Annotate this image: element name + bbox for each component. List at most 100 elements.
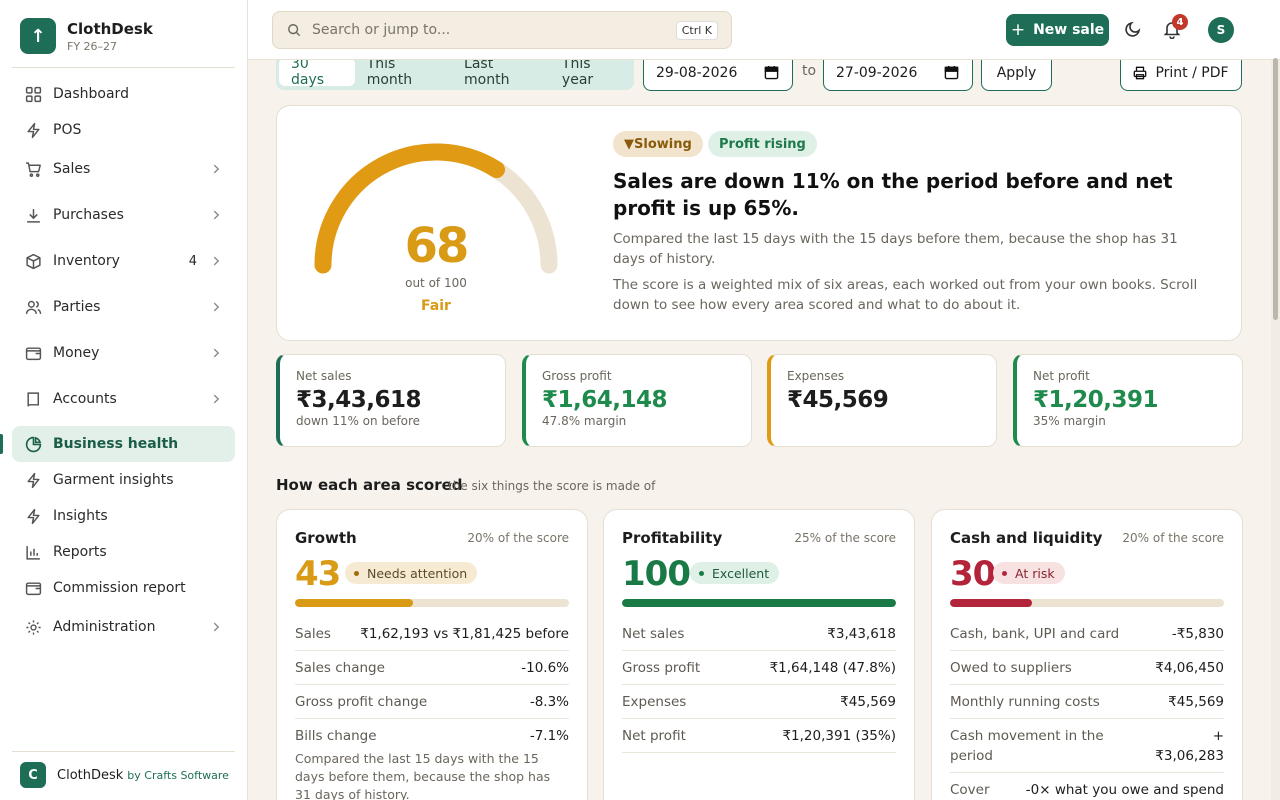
chevron-right-icon (213, 302, 220, 312)
area-score-bar-fill (295, 599, 413, 607)
sidebar-item-accounts[interactable]: Accounts (12, 381, 235, 417)
footer-logo: C (20, 762, 46, 788)
wallet-icon (25, 346, 42, 360)
sidebar-item-garment-insights[interactable]: Garment insights (12, 462, 235, 498)
metric-label: Gross profit change (295, 694, 428, 710)
kpi-value: ₹3,43,618 (296, 387, 422, 413)
range-option-last-month[interactable]: Last month (464, 60, 510, 88)
sidebar-item-label: POS (53, 122, 82, 138)
kpi-label: Gross profit (542, 369, 612, 383)
metric-row: Cash movement in the period +₹3,06,283 (950, 719, 1224, 773)
metric-label: Cover (950, 782, 990, 798)
sidebar-item-commission-report[interactable]: Commission report (12, 570, 235, 606)
chevron-right-icon (213, 348, 220, 358)
sidebar-item-label: Insights (53, 508, 108, 524)
metric-row: Net sales ₹3,43,618 (622, 617, 896, 651)
range-option-this-year[interactable]: This year (561, 60, 594, 88)
metric-row: Owed to suppliers ₹4,06,450 (950, 651, 1224, 685)
theme-toggle-moon-icon[interactable] (1123, 19, 1143, 39)
sidebar-item-money[interactable]: Money (12, 335, 235, 371)
new-sale-button[interactable]: + New sale (1006, 14, 1109, 46)
section-subtitle: the six things the score is made of (448, 479, 656, 493)
scrollbar-thumb[interactable] (1273, 58, 1278, 320)
chevron-right-icon (213, 394, 220, 404)
area-weight: 20% of the score (467, 531, 569, 545)
range-option-this-month[interactable]: This month (366, 60, 413, 88)
footer-brand: C ClothDesk by Crafts Software (20, 762, 229, 788)
sidebar-item-parties[interactable]: Parties (12, 289, 235, 325)
to-date-field[interactable]: 27-09-2026 (823, 60, 973, 91)
lightning-icon (27, 472, 40, 488)
sidebar-item-label: Dashboard (53, 86, 129, 102)
calendar-icon[interactable] (944, 65, 959, 80)
range-option-30-days[interactable]: 30 days (279, 60, 355, 88)
divider (12, 751, 235, 752)
metric-label: Sales change (295, 660, 385, 676)
search-shortcut: Ctrl K (675, 21, 718, 40)
kpi-value: ₹1,20,391 (1033, 387, 1159, 413)
status-dot (699, 570, 704, 576)
date-range-segmented-control: 30 days This month Last month This year (276, 60, 634, 90)
plus-icon: + (1010, 20, 1026, 40)
area-metrics: Net sales ₹3,43,618 Gross profit ₹1,64,148… (622, 617, 896, 753)
status-label: Needs attention (367, 565, 468, 581)
avatar[interactable]: S (1208, 17, 1234, 43)
score-explanation: The score is a weighted mix of six areas… (613, 277, 1198, 313)
kpi-subtext: 35% margin (1033, 414, 1106, 428)
calendar-icon[interactable] (764, 65, 779, 80)
metric-row: Gross profit ₹1,64,148 (47.8%) (622, 651, 896, 685)
apply-button[interactable]: Apply (981, 60, 1052, 91)
score-grade: Fair (421, 298, 451, 314)
wallet-icon (25, 581, 42, 595)
kpi-subtext: down 11% on before (296, 414, 421, 428)
metric-value: ₹45,569 (1168, 694, 1224, 710)
sidebar-item-pos[interactable]: POS (12, 112, 235, 148)
metric-value: ₹1,62,193 vs ₹1,81,425 before (360, 626, 569, 642)
bar-chart-icon (26, 545, 40, 560)
brand[interactable]: ↑ ClothDesk FY 26–27 (20, 18, 153, 54)
metric-label: Gross profit (622, 660, 701, 676)
sidebar-item-inventory[interactable]: Inventory 4 (12, 243, 235, 279)
sidebar-item-label: Sales (53, 161, 91, 177)
users-icon (25, 300, 42, 314)
from-date-field[interactable]: 29-08-2026 (643, 60, 793, 91)
sidebar-item-dashboard[interactable]: Dashboard (12, 76, 235, 112)
sidebar-item-label: Accounts (53, 391, 117, 407)
sidebar-item-label: Money (53, 345, 100, 361)
sidebar-item-sales[interactable]: Sales (12, 151, 235, 187)
area-title: Cash and liquidity (950, 529, 1103, 547)
area-score: 100 (622, 554, 691, 594)
area-note: Compared the last 15 days with the 15 da… (295, 751, 551, 800)
print-pdf-button[interactable]: Print / PDF (1120, 60, 1242, 91)
kpi-card-gross-profit: Gross profit ₹1,64,148 47.8% margin (522, 354, 752, 447)
dashboard-icon (25, 86, 42, 102)
pie-chart-icon (25, 436, 42, 452)
sidebar-item-business-health[interactable]: Business health (12, 426, 235, 462)
metric-row: Bills change -7.1% (295, 719, 569, 752)
sidebar-item-label: Reports (53, 544, 107, 560)
to-label: to (802, 63, 817, 79)
metric-value: ₹1,20,391 (35%) (782, 728, 896, 744)
sidebar-item-purchases[interactable]: Purchases (12, 197, 235, 233)
metric-label: Sales (295, 626, 331, 642)
kpi-card-net-sales: Net sales ₹3,43,618 down 11% on before (276, 354, 506, 447)
score-scale-label: out of 100 (405, 276, 467, 290)
sidebar-item-administration[interactable]: Administration (12, 609, 235, 645)
scrollbar[interactable] (1271, 58, 1280, 800)
metric-value: ₹45,569 (840, 694, 896, 710)
area-weight: 20% of the score (1122, 531, 1224, 545)
search-input[interactable]: Search or jump to... Ctrl K (272, 11, 732, 49)
sidebar-item-insights[interactable]: Insights (12, 498, 235, 534)
area-score-bar (950, 599, 1224, 607)
health-score-card: 68 out of 100 Fair ▼Slowing Profit risin… (276, 105, 1242, 341)
status-dot (354, 570, 359, 576)
new-sale-label: New sale (1033, 22, 1105, 38)
footer-vendor: by Crafts Software (127, 768, 229, 782)
gear-icon (26, 619, 41, 635)
sidebar-item-reports[interactable]: Reports (12, 534, 235, 570)
area-score: 30 (950, 554, 996, 594)
kpi-label: Expenses (787, 369, 845, 383)
status-label: Excellent (712, 565, 770, 581)
health-headline: Sales are down 11% on the period before … (613, 169, 1173, 220)
footer-app-name: ClothDesk (57, 767, 124, 783)
